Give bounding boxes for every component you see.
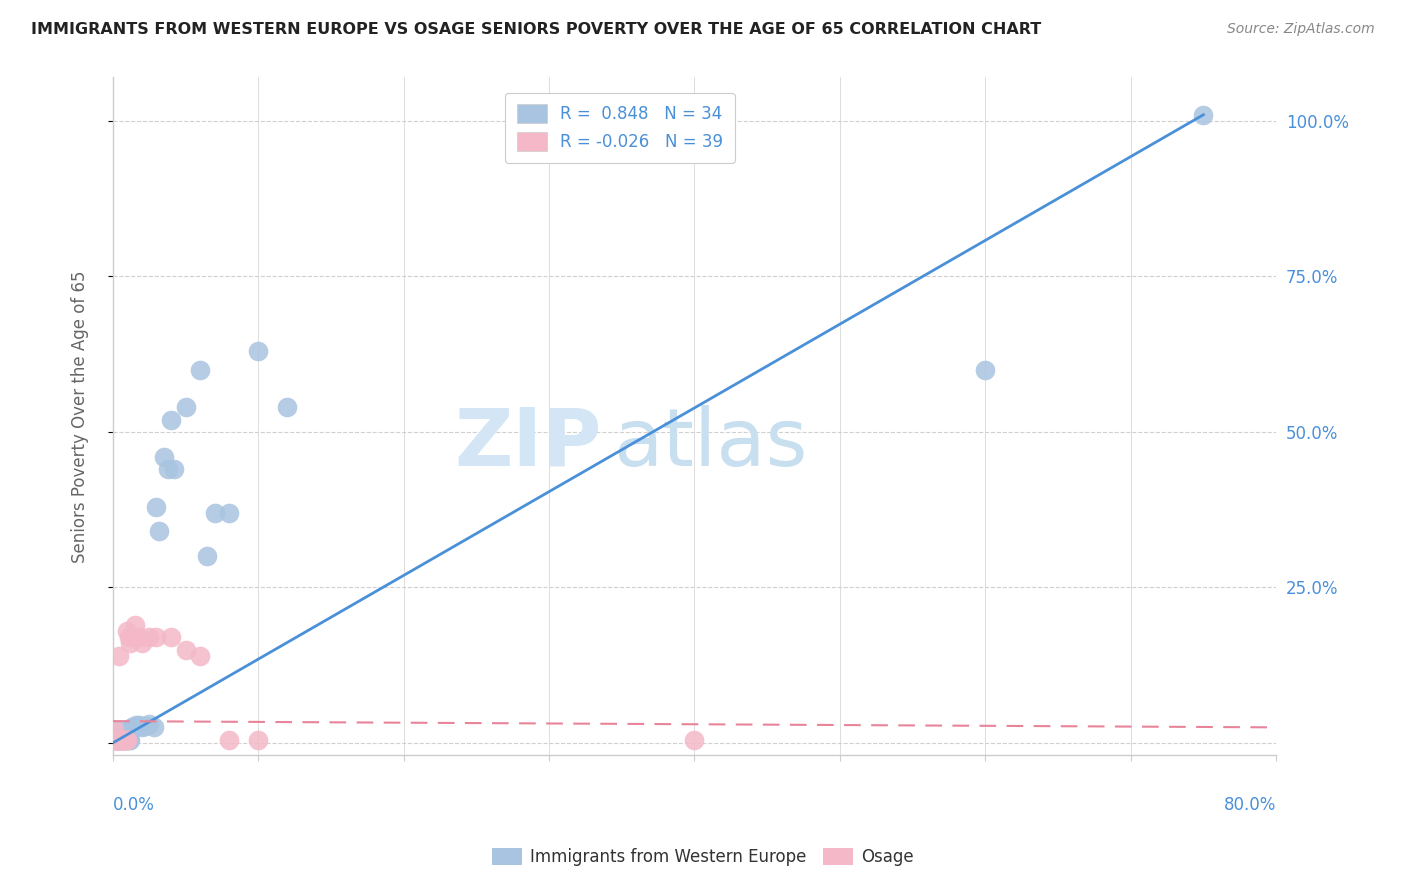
Text: 80.0%: 80.0% [1223, 796, 1277, 814]
Point [107, 723, 129, 738]
Point [138, 717, 160, 731]
Point [108, 732, 131, 747]
Point [131, 720, 153, 734]
Point [105, 732, 128, 747]
Point [114, 732, 136, 747]
Point [218, 732, 240, 747]
Point [105, 732, 128, 747]
Point [276, 400, 298, 414]
Point [145, 500, 167, 514]
Point [120, 732, 142, 747]
Point [142, 720, 165, 734]
Point [124, 617, 146, 632]
Point [174, 642, 197, 657]
Point [107, 732, 129, 747]
Point [101, 732, 124, 747]
Point [105, 732, 128, 747]
Point [104, 732, 127, 747]
Legend: R =  0.848   N = 34, R = -0.026   N = 39: R = 0.848 N = 34, R = -0.026 N = 39 [505, 93, 735, 162]
Point [145, 630, 167, 644]
Point [188, 648, 211, 663]
Point [120, 636, 142, 650]
Point [104, 732, 127, 747]
Point [138, 630, 160, 644]
Point [110, 732, 132, 747]
Point [103, 732, 125, 747]
Point [104, 732, 127, 747]
Point [122, 630, 145, 644]
Point [107, 732, 129, 747]
Point [115, 732, 138, 747]
Point [110, 730, 132, 744]
Point [124, 720, 146, 734]
Point [131, 636, 153, 650]
Point [112, 732, 135, 747]
Point [114, 732, 136, 747]
Point [157, 462, 180, 476]
Point [108, 732, 131, 747]
Legend: Immigrants from Western Europe, Osage: Immigrants from Western Europe, Osage [485, 841, 921, 873]
Point [112, 732, 135, 747]
Point [247, 732, 270, 747]
Point [160, 412, 183, 426]
Point [163, 462, 186, 476]
Point [174, 400, 197, 414]
Point [107, 732, 129, 747]
Point [105, 732, 128, 747]
Point [122, 720, 145, 734]
Text: ZIP: ZIP [454, 404, 602, 483]
Point [188, 363, 211, 377]
Point [134, 719, 156, 733]
Point [160, 630, 183, 644]
Text: Source: ZipAtlas.com: Source: ZipAtlas.com [1227, 22, 1375, 37]
Point [110, 732, 132, 747]
Point [107, 648, 129, 663]
Point [105, 732, 128, 747]
Point [204, 506, 226, 520]
Point [115, 732, 138, 747]
Point [108, 732, 131, 747]
Point [148, 524, 170, 539]
Point [117, 732, 139, 747]
Point [118, 732, 141, 747]
Point [117, 624, 139, 638]
Point [974, 363, 997, 377]
Point [195, 549, 218, 564]
Point [103, 723, 125, 738]
Text: atlas: atlas [613, 404, 807, 483]
Point [683, 732, 706, 747]
Point [218, 506, 240, 520]
Text: IMMIGRANTS FROM WESTERN EUROPE VS OSAGE SENIORS POVERTY OVER THE AGE OF 65 CORRE: IMMIGRANTS FROM WESTERN EUROPE VS OSAGE … [31, 22, 1042, 37]
Point [152, 450, 174, 464]
Point [128, 630, 150, 644]
Point [121, 720, 143, 734]
Point [128, 718, 150, 732]
Point [1192, 108, 1215, 122]
Point [117, 732, 139, 747]
Text: 0.0%: 0.0% [112, 796, 155, 814]
Point [125, 718, 148, 732]
Y-axis label: Seniors Poverty Over the Age of 65: Seniors Poverty Over the Age of 65 [72, 270, 89, 563]
Point [118, 630, 141, 644]
Point [247, 344, 270, 359]
Point [108, 732, 131, 747]
Point [112, 732, 135, 747]
